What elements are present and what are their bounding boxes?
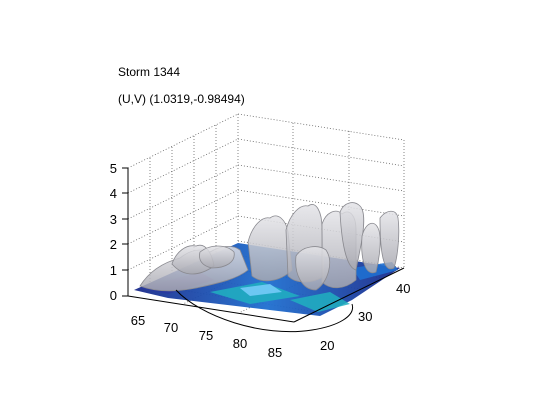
- x-tick-label: 75: [199, 328, 213, 343]
- x-axis-ticks: 65 70 75 80 85: [131, 313, 282, 360]
- x-tick-label: 65: [131, 313, 145, 328]
- chart-title: Storm 1344: [118, 65, 181, 79]
- isosurface: [139, 202, 400, 292]
- z-tick-label: 0: [110, 288, 117, 303]
- axes: [122, 167, 405, 323]
- z-axis-ticks: 5 4 3 2 1 0: [110, 161, 117, 303]
- z-tick-label: 2: [110, 237, 117, 252]
- y-tick-label: 30: [358, 309, 372, 324]
- storm-track: [175, 289, 353, 333]
- y-tick-label: 20: [320, 338, 334, 353]
- x-tick-label: 80: [233, 336, 247, 351]
- y-axis-ticks: 20 30 40: [320, 281, 410, 353]
- y-tick-label: 40: [396, 281, 410, 296]
- chart-subtitle: (U,V) (1.0319,-0.98494): [118, 92, 245, 106]
- z-tick-label: 1: [110, 263, 117, 278]
- x-tick-label: 70: [164, 320, 178, 335]
- z-tick-label: 5: [110, 161, 117, 176]
- x-tick-label: 85: [268, 345, 282, 360]
- z-tick-label: 4: [110, 186, 117, 201]
- z-tick-label: 3: [110, 212, 117, 227]
